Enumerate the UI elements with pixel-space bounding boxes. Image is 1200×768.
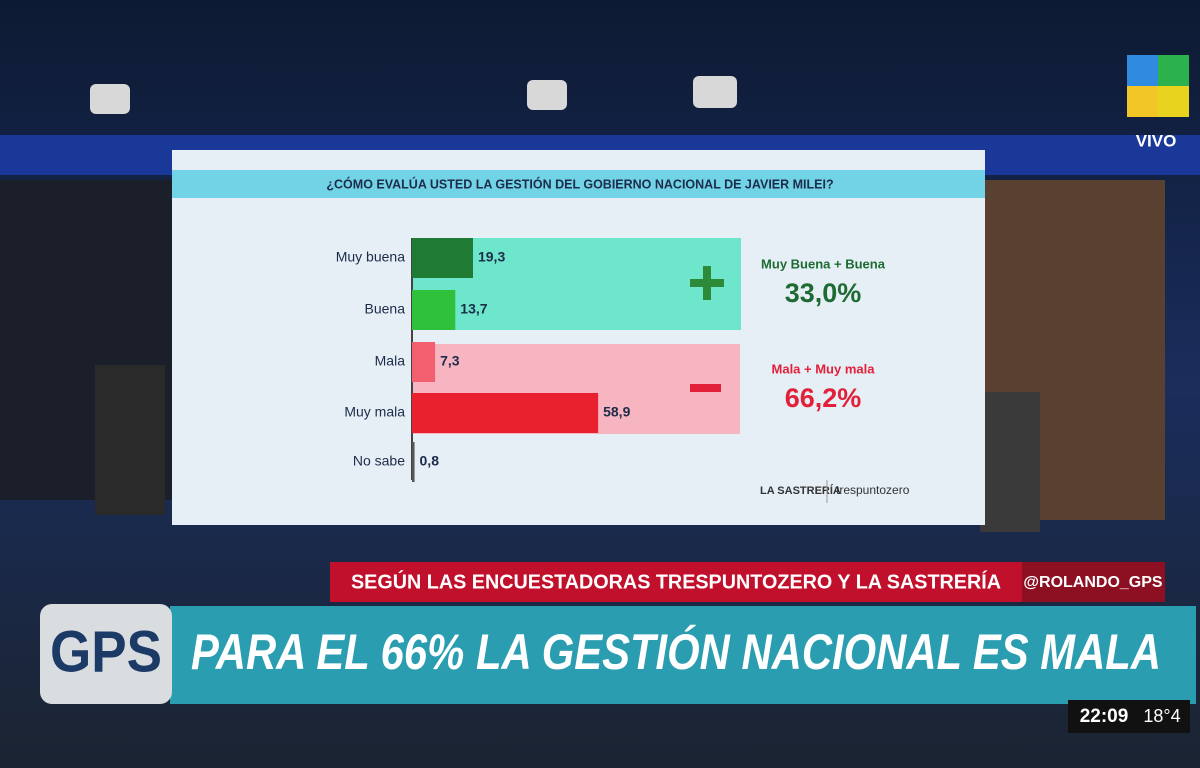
podium [95, 365, 165, 515]
chart: Muy buena 19,3 Buena 13,7 Mala 7,3 Muy mala 58,… [336, 238, 886, 482]
value-label: 19,3 [478, 249, 505, 265]
bar [412, 290, 456, 330]
minus-sign [690, 384, 721, 392]
chart-panel [172, 150, 985, 525]
source-logo: LA SASTRERÍA [760, 484, 841, 497]
group-label: Muy Buena + Buena [761, 256, 886, 271]
channel-logo-part [1127, 86, 1158, 117]
gps-sign [527, 80, 567, 110]
subtitle: SEGÚN LAS ENCUESTADORAS TRESPUNTOZERO Y … [351, 569, 1001, 593]
bar [412, 393, 599, 433]
bar [412, 442, 415, 482]
clock: 22:09 [1080, 706, 1129, 727]
group-label: Mala + Muy mala [772, 361, 876, 376]
gps-sign [90, 84, 130, 114]
category-label: Muy buena [336, 249, 405, 265]
handle-box [1022, 562, 1165, 602]
chart-title: ¿CÓMO EVALÚA USTED LA GESTIÓN DEL GOBIER… [326, 176, 833, 191]
category-label: Muy mala [344, 404, 405, 420]
category-label: Buena [365, 301, 406, 317]
category-label: No sabe [353, 453, 405, 469]
source-logo: trespuntozero [836, 483, 910, 497]
category-label: Mala [375, 353, 406, 369]
bar [412, 342, 436, 382]
title-band [172, 170, 985, 198]
live-label: VIVO [1136, 131, 1177, 150]
value-label: 7,3 [440, 353, 460, 369]
channel-logo-part [1158, 86, 1189, 117]
temperature: 18°4 [1143, 706, 1180, 726]
headline-bar [170, 606, 1196, 704]
headline: PARA EL 66% LA GESTIÓN NACIONAL ES MALA [191, 624, 1161, 680]
subtitle-strip [330, 562, 1022, 602]
value-label: 0,8 [420, 453, 440, 469]
value-label: 58,9 [603, 404, 630, 420]
logo: GPS [50, 619, 162, 684]
group-value: 66,2% [785, 383, 862, 413]
handle: @ROLANDO_GPS [1023, 574, 1163, 591]
podium [980, 392, 1040, 532]
value-label: 13,7 [460, 301, 487, 317]
gps-sign [693, 76, 737, 108]
group-value: 33,0% [785, 278, 862, 308]
clock-box [1068, 700, 1190, 733]
bar [412, 238, 473, 278]
plus-sign [703, 266, 711, 300]
channel-logo-part [1127, 55, 1158, 86]
logo-box [40, 604, 172, 704]
